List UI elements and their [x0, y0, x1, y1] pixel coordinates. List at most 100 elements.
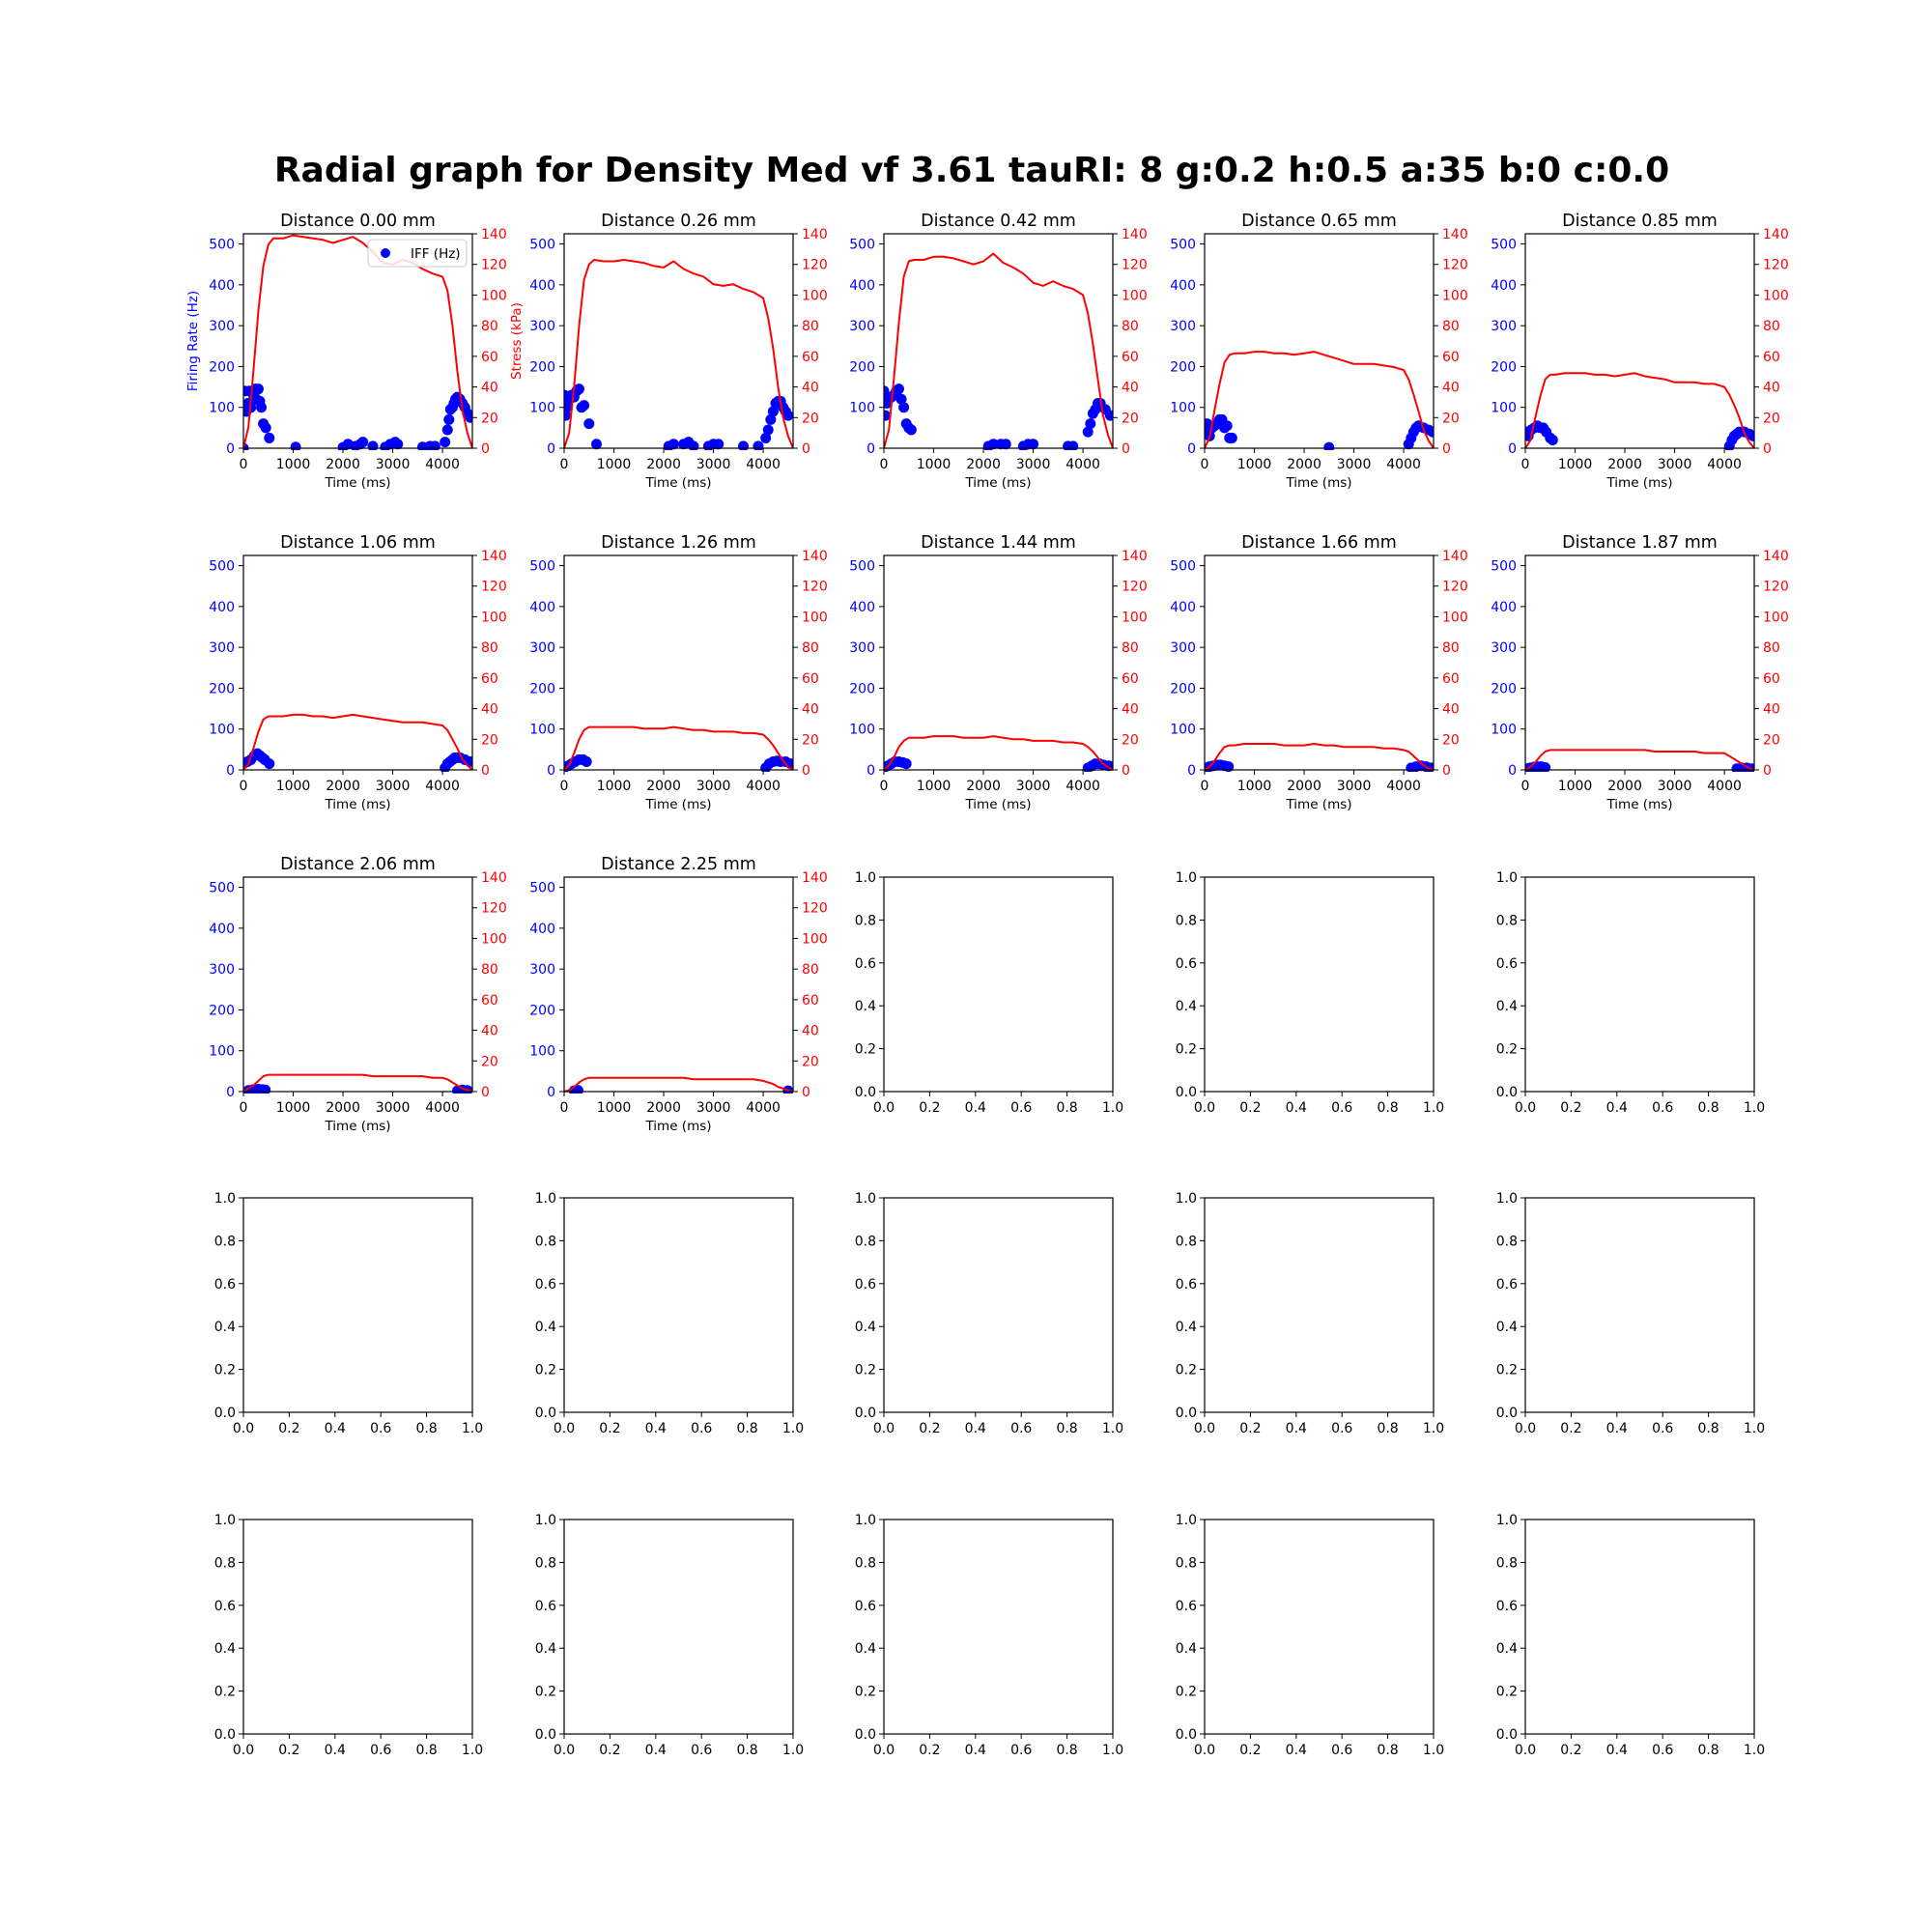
left-y-tick-label: 300: [209, 640, 235, 656]
plot-area: [884, 252, 1113, 450]
y-tick-label: 0.0: [535, 1727, 556, 1743]
y-tick-label: 1.0: [855, 1513, 876, 1528]
left-y-tick-label: 200: [1170, 359, 1196, 375]
right-y-tick-label: 100: [481, 288, 507, 303]
right-y-tick-label: 60: [1763, 671, 1780, 687]
x-tick-label: 1.0: [1423, 1421, 1444, 1436]
y-tick-label: 0.0: [855, 1727, 876, 1743]
y-tick-label: 1.0: [1496, 870, 1518, 886]
right-y-tick-label: 0: [1442, 763, 1451, 779]
x-tick-label: 0: [1521, 457, 1530, 472]
x-axis-label: Time (ms): [644, 797, 711, 812]
iff-point: [1747, 430, 1754, 441]
x-tick-label: 0.2: [1560, 1743, 1581, 1758]
x-tick-label: 0.4: [1606, 1100, 1628, 1116]
x-tick-label: 2000: [1287, 457, 1321, 472]
axes-frame: [1524, 1519, 1755, 1735]
right-y-tick-label: 0: [802, 1085, 810, 1100]
y-tick-label: 0.2: [535, 1363, 556, 1378]
x-tick-label: 0: [240, 1100, 248, 1116]
x-tick-label: 0.8: [1056, 1421, 1077, 1436]
iff-point: [753, 440, 764, 450]
x-tick-label: 2000: [1287, 779, 1321, 794]
x-tick-label: 1.0: [782, 1743, 804, 1758]
figure-title: Radial graph for Density Med vf 3.61 tau…: [274, 151, 1669, 190]
iff-point: [357, 437, 369, 448]
y-tick-label: 1.0: [214, 1513, 236, 1528]
x-tick-label: 0.6: [1331, 1421, 1352, 1436]
x-tick-label: 4000: [1386, 779, 1421, 794]
left-y-tick-label: 0: [547, 1085, 555, 1100]
x-tick-label: 4000: [1065, 779, 1100, 794]
subplot-title: Distance 0.42 mm: [921, 212, 1076, 231]
x-tick-label: 3000: [1337, 457, 1372, 472]
right-y-tick-label: 20: [1763, 411, 1780, 426]
stress-line: [1205, 743, 1434, 771]
x-tick-label: 0.2: [1239, 1100, 1261, 1116]
right-y-tick-label: 40: [802, 381, 819, 396]
iff-point: [252, 384, 264, 395]
subplot-title: Distance 0.00 mm: [280, 212, 436, 231]
y-tick-label: 0.8: [855, 1555, 876, 1571]
stress-line: [564, 725, 793, 771]
left-y-tick-label: 200: [849, 681, 875, 696]
y-tick-label: 0.2: [855, 1685, 876, 1700]
right-y-tick-label: 60: [802, 350, 819, 365]
x-tick-label: 2000: [646, 457, 681, 472]
axes-frame: [242, 1519, 473, 1735]
iff-point: [893, 384, 904, 395]
right-y-tick-label: 40: [1442, 702, 1460, 718]
subplot-title: Distance 1.44 mm: [921, 533, 1076, 553]
right-y-tick-label: 60: [1122, 671, 1139, 687]
iff-point: [564, 402, 573, 413]
x-tick-label: 1000: [276, 457, 311, 472]
x-tick-label: 0.0: [1194, 1421, 1215, 1436]
right-y-tick-label: 80: [481, 962, 498, 978]
right-y-tick-label: 0: [1763, 441, 1772, 457]
x-tick-label: 0.4: [965, 1100, 986, 1116]
left-y-tick-label: 500: [209, 881, 235, 896]
left-y-tick-label: 0: [1187, 763, 1196, 779]
axes-frame: [563, 1519, 794, 1735]
iff-point: [573, 384, 584, 395]
y-tick-label: 0.4: [855, 999, 876, 1014]
right-y-tick-label: 0: [1122, 763, 1130, 779]
x-tick-label: 0.2: [1239, 1743, 1261, 1758]
subplot-title: Distance 2.25 mm: [601, 855, 756, 874]
iff-point: [441, 424, 453, 436]
y-tick-label: 0.6: [855, 1599, 876, 1614]
right-y-tick-label: 140: [802, 549, 828, 564]
y-tick-label: 0.8: [855, 1234, 876, 1249]
y-tick-label: 0.6: [1176, 1277, 1197, 1293]
left-y-tick-label: 400: [1491, 600, 1517, 615]
y-tick-label: 1.0: [855, 870, 876, 886]
right-y-tick-label: 100: [802, 610, 828, 625]
y-tick-label: 0.0: [1176, 1727, 1197, 1743]
x-tick-label: 0: [880, 779, 889, 794]
x-tick-label: 0: [1201, 457, 1209, 472]
left-y-tick-label: 300: [1170, 640, 1196, 656]
right-y-axis-label: Stress (kPa): [509, 302, 525, 380]
y-tick-label: 0.6: [1496, 1599, 1518, 1614]
axes-frame: [1204, 233, 1435, 449]
iff-point: [987, 439, 999, 450]
x-axis-label: Time (ms): [644, 1119, 711, 1134]
y-tick-label: 1.0: [1496, 1513, 1518, 1528]
iff-point: [1547, 435, 1558, 446]
x-tick-label: 4000: [746, 457, 781, 472]
left-y-tick-label: 0: [226, 1085, 235, 1100]
right-y-tick-label: 120: [1442, 580, 1468, 595]
x-tick-label: 1.0: [1102, 1100, 1123, 1116]
right-y-tick-label: 60: [1442, 671, 1460, 687]
x-tick-label: 2000: [326, 779, 360, 794]
right-y-tick-label: 60: [1763, 350, 1780, 365]
plot-area: [243, 713, 472, 772]
left-y-tick-label: 500: [1491, 238, 1517, 253]
left-y-tick-label: 100: [1491, 723, 1517, 738]
x-tick-label: 1000: [917, 779, 952, 794]
axes-frame: [242, 554, 473, 771]
x-tick-label: 0.4: [1286, 1743, 1307, 1758]
